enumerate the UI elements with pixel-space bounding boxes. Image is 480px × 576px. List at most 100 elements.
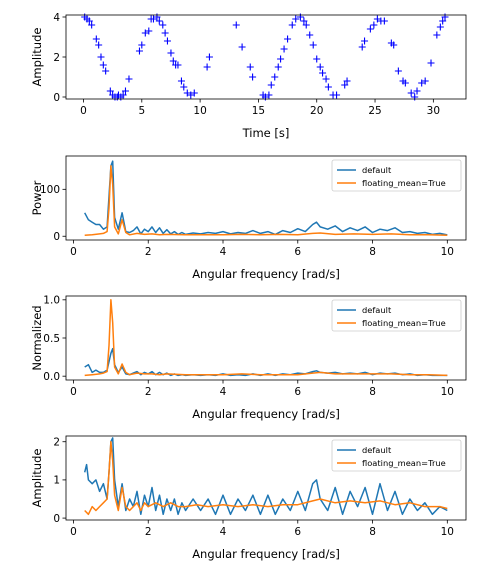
x-tick-label: 2 (145, 526, 152, 538)
data-point (284, 35, 292, 43)
axes-frame (65, 435, 467, 521)
x-tick-label: 0 (70, 386, 77, 398)
data-point (433, 31, 441, 39)
data-point (370, 21, 378, 29)
data-point (324, 83, 332, 91)
data-point (380, 17, 388, 25)
data-point (333, 91, 341, 99)
y-tick-label: 0 (53, 513, 60, 525)
data-point (159, 21, 167, 29)
chart-panel-3: 0 2 4 6 8 10 0.0 0.5 1.0 Angular frequency [rad/s… (30, 295, 467, 421)
data-point (92, 35, 100, 43)
x-tick-label: 6 (294, 246, 301, 258)
data-point (265, 91, 273, 99)
legend-box (331, 299, 462, 332)
data-point (358, 43, 366, 51)
chart-panel-4: 0 2 4 6 8 10 0 1 2 Angular frequency [rad/s] Ampli… (30, 435, 467, 561)
data-point (102, 67, 110, 75)
axes-frame (65, 155, 467, 241)
data-point (319, 69, 327, 77)
x-tick-label: 4 (220, 526, 227, 538)
data-point (106, 87, 114, 95)
data-point (390, 41, 398, 49)
y-tick-label: 0.0 (43, 371, 60, 383)
data-point (366, 25, 374, 33)
x-tick-label: 25 (368, 105, 381, 117)
chart-panel-1: 0 5 10 15 20 25 30 0 2 4 Time [s] Amplitude (30, 12, 467, 140)
x-tick-label: 0 (70, 246, 77, 258)
data-point (238, 43, 246, 51)
legend: default floating_mean=True (331, 299, 462, 332)
data-point (177, 77, 185, 85)
x-tick-label: 5 (138, 105, 145, 117)
data-point (155, 17, 163, 25)
data-point (88, 21, 96, 29)
data-point (302, 21, 310, 29)
data-point (280, 45, 288, 53)
data-point (163, 37, 171, 45)
legend-label: default (362, 305, 392, 315)
x-tick-label: 6 (294, 386, 301, 398)
x-tick-label: 20 (310, 105, 323, 117)
x-tick-label: 8 (369, 386, 376, 398)
data-point (125, 75, 133, 83)
data-point (249, 73, 257, 81)
data-point (95, 41, 103, 49)
data-point (246, 63, 254, 71)
data-point (309, 41, 317, 49)
data-point (203, 63, 211, 71)
x-tick-label: 15 (252, 105, 265, 117)
data-point (145, 27, 153, 35)
legend-label: floating_mean=True (362, 318, 446, 328)
data-point (161, 29, 169, 37)
x-tick-label: 0 (70, 526, 77, 538)
y-tick-label: 100 (40, 184, 60, 196)
x-tick-label: 8 (369, 246, 376, 258)
data-point (436, 23, 444, 31)
x-tick-label: 0 (80, 105, 87, 117)
x-tick-label: 10 (193, 105, 206, 117)
data-point (119, 91, 127, 99)
data-point (190, 89, 198, 97)
y-tick-label: 0 (53, 231, 60, 243)
data-point (288, 21, 296, 29)
data-point (271, 73, 279, 81)
legend-label: default (362, 165, 392, 175)
data-point (169, 57, 177, 65)
y-tick-label: 0 (53, 92, 60, 104)
legend-box (331, 439, 462, 472)
data-point (361, 37, 369, 45)
x-axis-label: Angular frequency [rad/s] (192, 407, 340, 421)
x-axis-label: Angular frequency [rad/s] (192, 547, 340, 561)
y-axis-label: Normalized (30, 305, 44, 370)
data-point (413, 87, 421, 95)
y-tick-label: 2 (53, 52, 60, 64)
y-tick-label: 1.0 (43, 295, 60, 307)
data-point (316, 63, 324, 71)
data-point (401, 79, 409, 87)
x-tick-label: 8 (369, 526, 376, 538)
data-point (135, 47, 143, 55)
series-line (84, 165, 448, 237)
legend: default floating_mean=True (331, 159, 462, 192)
data-point (85, 17, 93, 25)
x-tick-label: 10 (441, 526, 454, 538)
x-axis-label: Time [s] (242, 126, 290, 140)
data-point (343, 77, 351, 85)
x-tick-label: 30 (427, 105, 440, 117)
y-tick-label: 2 (53, 437, 60, 449)
series-line (83, 437, 448, 516)
x-tick-label: 2 (145, 386, 152, 398)
series-line (84, 299, 448, 377)
data-point (138, 41, 146, 49)
data-point (167, 49, 175, 57)
series-line (84, 440, 448, 516)
data-point (174, 61, 182, 69)
data-point (121, 87, 129, 95)
y-tick-label: 1 (53, 475, 60, 487)
x-tick-label: 10 (441, 246, 454, 258)
y-axis-label: Power (30, 180, 44, 215)
data-point (411, 93, 419, 101)
